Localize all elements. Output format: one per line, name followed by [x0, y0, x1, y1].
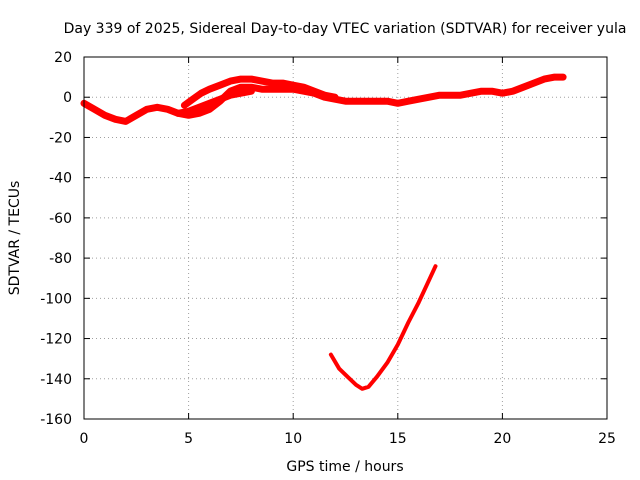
series-dip-arc	[328, 264, 438, 391]
y-tick-label: 20	[54, 50, 72, 66]
series-upper-branch	[180, 75, 339, 109]
y-tick-label: -100	[40, 291, 72, 307]
y-axis-label: SDTVAR / TECUs	[7, 181, 23, 296]
x-tick-label: 10	[284, 431, 302, 447]
series-lower-branch	[174, 87, 255, 117]
x-tick-label: 5	[184, 431, 193, 447]
y-tick-label: -160	[40, 412, 72, 428]
chart-title: Day 339 of 2025, Sidereal Day-to-day VTE…	[64, 21, 627, 37]
y-tick-label: -40	[49, 171, 72, 187]
x-tick-label: 25	[598, 431, 616, 447]
y-tick-label: -120	[40, 332, 72, 348]
y-tick-label: -80	[49, 251, 72, 267]
x-tick-label: 15	[389, 431, 407, 447]
y-tick-label: -60	[49, 211, 72, 227]
tick-labels: 0 5 10 15 20 25 20 0 -20 -40 -60 -80 -100 -120 -140 -16…	[40, 50, 616, 447]
axis-ticks	[83, 56, 608, 420]
plot-frame	[83, 56, 608, 420]
y-tick-label: -140	[40, 372, 72, 388]
x-tick-label: 20	[493, 431, 511, 447]
x-tick-label: 0	[80, 431, 89, 447]
y-tick-label: 0	[63, 90, 72, 106]
series-layer	[80, 73, 567, 391]
x-axis-label: GPS time / hours	[286, 459, 403, 475]
y-tick-label: -20	[49, 130, 72, 146]
series-main-band	[80, 73, 567, 125]
